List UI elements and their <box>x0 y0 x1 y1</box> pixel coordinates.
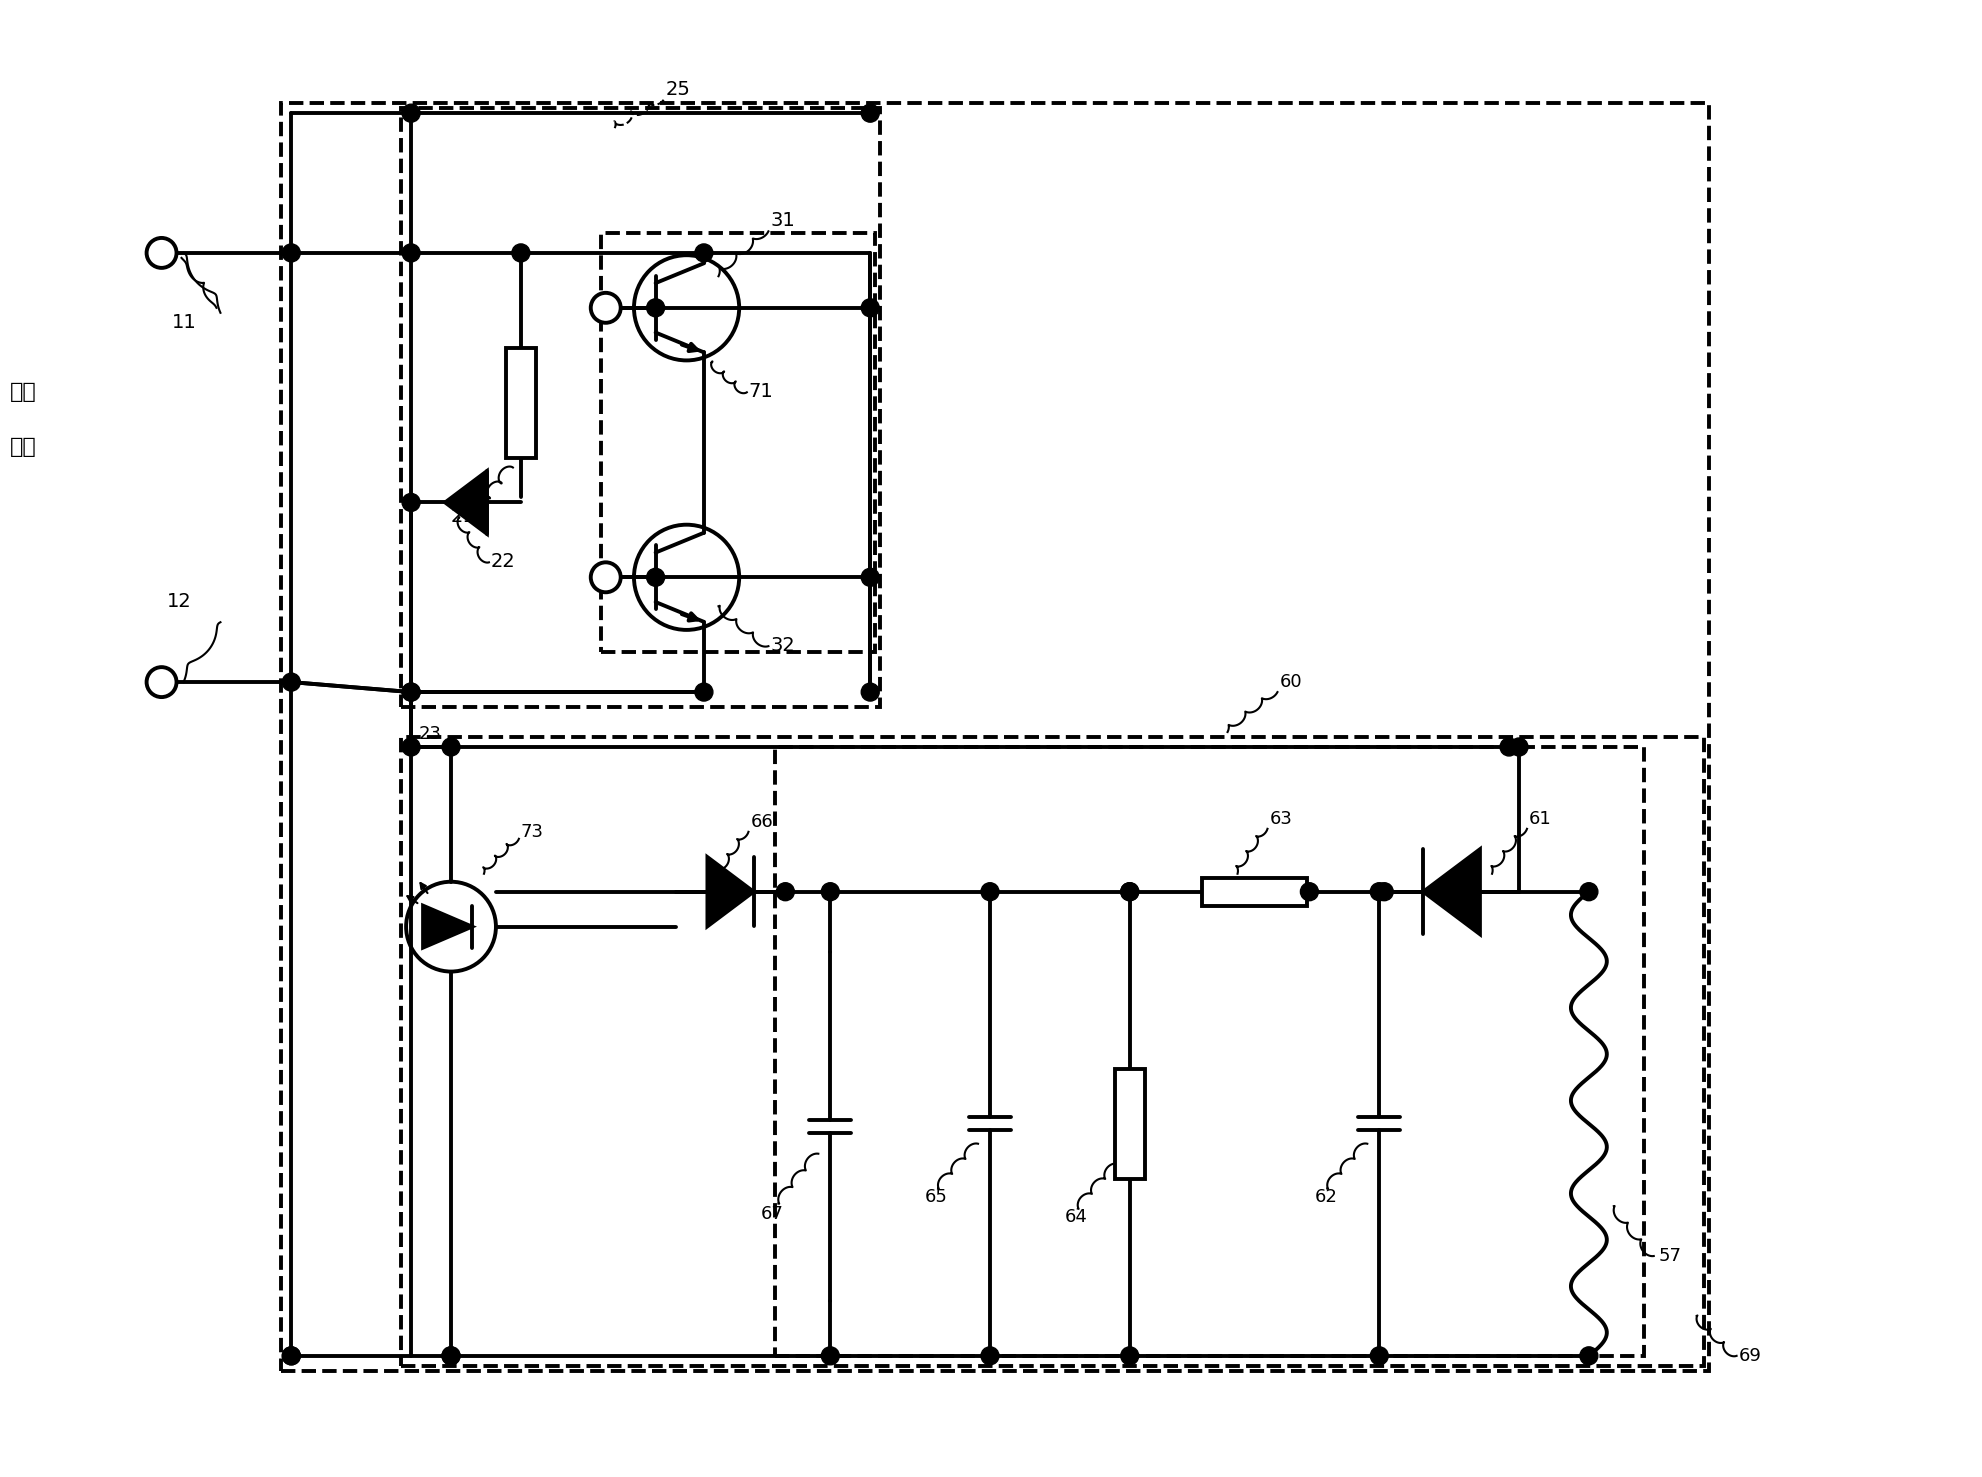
Text: 67: 67 <box>759 1205 783 1223</box>
Circle shape <box>1508 738 1528 756</box>
Text: 69: 69 <box>1738 1347 1760 1365</box>
Circle shape <box>281 674 299 691</box>
Bar <box>1114 1069 1144 1179</box>
Text: 71: 71 <box>749 383 773 402</box>
Circle shape <box>511 244 529 261</box>
Text: 31: 31 <box>771 211 795 230</box>
Bar <box>505 347 535 458</box>
Bar <box>601 233 874 653</box>
Bar <box>400 737 1703 1366</box>
Circle shape <box>1580 883 1597 901</box>
Text: 23: 23 <box>418 725 442 743</box>
Text: 直流: 直流 <box>10 381 36 402</box>
Circle shape <box>694 682 712 702</box>
Circle shape <box>777 883 795 901</box>
Bar <box>1201 877 1306 905</box>
Circle shape <box>1120 883 1138 901</box>
Circle shape <box>402 493 420 511</box>
Text: 73: 73 <box>521 823 543 840</box>
Circle shape <box>981 1347 999 1365</box>
Text: 62: 62 <box>1314 1188 1336 1205</box>
Circle shape <box>402 105 420 123</box>
Polygon shape <box>422 905 472 948</box>
Circle shape <box>981 883 999 901</box>
Circle shape <box>1370 883 1387 901</box>
Circle shape <box>646 569 664 586</box>
Text: 32: 32 <box>771 637 795 656</box>
Polygon shape <box>708 857 753 926</box>
Circle shape <box>1580 1347 1597 1365</box>
Bar <box>400 108 880 707</box>
Circle shape <box>1120 1347 1138 1365</box>
Circle shape <box>402 244 420 261</box>
Circle shape <box>860 682 878 702</box>
Circle shape <box>591 563 620 592</box>
Text: 61: 61 <box>1528 809 1552 827</box>
Text: 电源: 电源 <box>10 437 36 456</box>
Circle shape <box>1498 738 1518 756</box>
Circle shape <box>860 569 878 586</box>
Text: 22: 22 <box>492 552 515 572</box>
Circle shape <box>694 244 712 261</box>
Text: 63: 63 <box>1268 809 1292 827</box>
Text: 64: 64 <box>1064 1208 1088 1226</box>
Text: 11: 11 <box>172 313 196 332</box>
Circle shape <box>402 682 420 702</box>
Text: 12: 12 <box>166 592 190 611</box>
Circle shape <box>821 883 838 901</box>
Circle shape <box>281 1347 299 1365</box>
Bar <box>281 103 1708 1371</box>
Circle shape <box>1300 883 1318 901</box>
Text: 21: 21 <box>450 508 476 526</box>
Circle shape <box>281 1347 299 1365</box>
Text: 57: 57 <box>1657 1247 1681 1264</box>
Text: 66: 66 <box>749 812 773 832</box>
Circle shape <box>402 738 420 756</box>
Circle shape <box>1120 883 1138 901</box>
Text: 25: 25 <box>666 80 690 99</box>
Circle shape <box>442 1347 460 1365</box>
Circle shape <box>442 1347 460 1365</box>
Circle shape <box>591 292 620 323</box>
Circle shape <box>860 105 878 123</box>
Circle shape <box>860 298 878 316</box>
Circle shape <box>1370 1347 1387 1365</box>
Bar <box>775 747 1643 1356</box>
Circle shape <box>646 298 664 316</box>
Circle shape <box>147 238 176 267</box>
Circle shape <box>147 668 176 697</box>
Polygon shape <box>1423 849 1479 933</box>
Circle shape <box>1376 883 1393 901</box>
Circle shape <box>402 682 420 702</box>
Polygon shape <box>444 471 488 533</box>
Circle shape <box>442 738 460 756</box>
Text: 60: 60 <box>1278 674 1302 691</box>
Circle shape <box>821 1347 838 1365</box>
Text: 65: 65 <box>926 1188 947 1205</box>
Circle shape <box>281 244 299 261</box>
